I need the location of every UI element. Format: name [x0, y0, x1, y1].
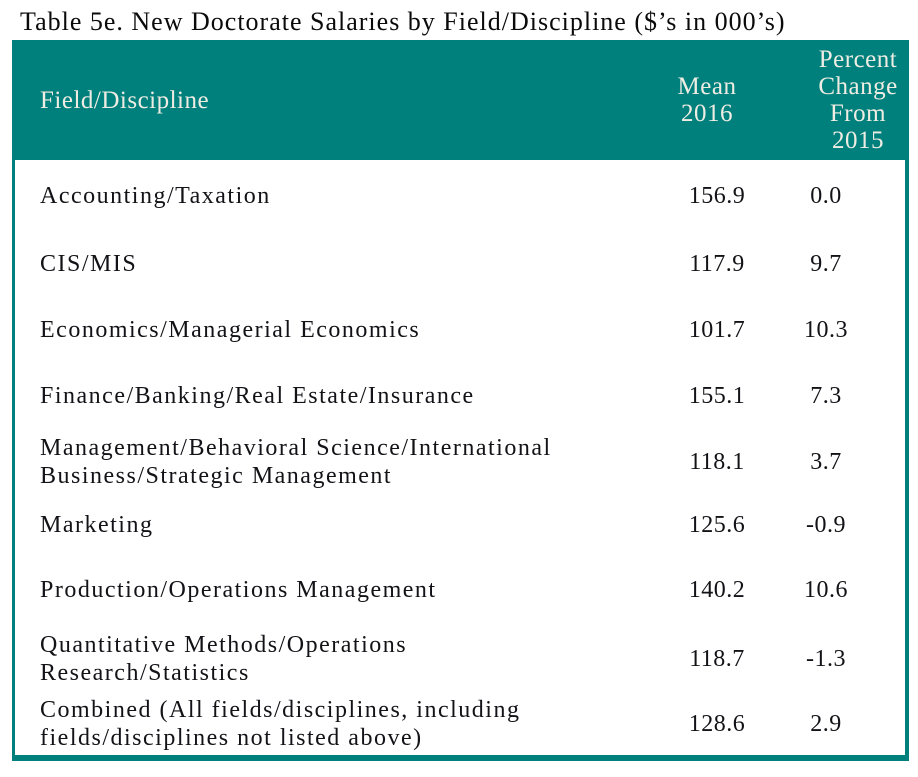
percent-change-cell: 3.7 [810, 449, 842, 475]
mean-2016-cell: 118.1 [689, 449, 745, 475]
salary-table: Field/Discipline Mean 2016 Percent Chang… [12, 40, 909, 761]
field-discipline-cell: CIS/MIS [40, 251, 138, 277]
table-row: Accounting/Taxation 156.9 0.0 [15, 160, 905, 232]
table-header-row: Field/Discipline Mean 2016 Percent Chang… [12, 40, 909, 160]
percent-change-cell: 7.3 [810, 383, 842, 409]
table-row: CIS/MIS 117.9 9.7 [15, 232, 905, 296]
table-row: Economics/Managerial Economics 101.7 10.… [15, 296, 905, 364]
percent-change-cell: 10.6 [804, 577, 848, 603]
percent-change-cell: -0.9 [806, 512, 846, 538]
mean-2016-cell: 140.2 [688, 577, 746, 603]
table-title: Table 5e. New Doctorate Salaries by Fiel… [20, 7, 786, 36]
column-header-percent-change-from-2015: Percent Change From 2015 [818, 46, 898, 154]
field-discipline-cell: Economics/Managerial Economics [40, 317, 421, 343]
mean-2016-cell: 128.6 [688, 710, 746, 737]
field-discipline-cell: Quantitative Methods/Operations Research… [40, 632, 408, 686]
table-row: Production/Operations Management 140.2 1… [15, 554, 905, 626]
mean-2016-cell: 125.6 [688, 512, 746, 538]
field-discipline-cell: Finance/Banking/Real Estate/Insurance [40, 383, 475, 409]
mean-2016-cell: 117.9 [689, 251, 745, 277]
field-discipline-cell: Management/Behavioral Science/Internatio… [40, 435, 552, 489]
percent-change-cell: -1.3 [806, 646, 846, 672]
table-body: Accounting/Taxation 156.9 0.0 CIS/MIS 11… [12, 160, 909, 761]
mean-2016-cell: 155.1 [688, 383, 746, 409]
table-row: Finance/Banking/Real Estate/Insurance 15… [15, 364, 905, 428]
table-row: Combined (All fields/disciplines, includ… [15, 692, 905, 755]
table-row: Marketing 125.6 -0.9 [15, 496, 905, 554]
mean-2016-cell: 101.7 [688, 317, 746, 343]
percent-change-cell: 2.9 [810, 710, 842, 737]
percent-change-cell: 10.3 [804, 317, 848, 343]
table-row: Quantitative Methods/Operations Research… [15, 626, 905, 692]
field-discipline-cell: Accounting/Taxation [40, 183, 271, 209]
mean-2016-cell: 156.9 [688, 183, 746, 209]
column-header-field-discipline: Field/Discipline [40, 86, 210, 114]
percent-change-cell: 0.0 [810, 183, 842, 209]
column-header-mean-2016: Mean 2016 [677, 73, 737, 127]
table-row: Management/Behavioral Science/Internatio… [15, 428, 905, 496]
percent-change-cell: 9.7 [810, 251, 842, 277]
field-discipline-cell: Marketing [40, 512, 154, 538]
field-discipline-cell: Combined (All fields/disciplines, includ… [40, 696, 521, 751]
mean-2016-cell: 118.7 [689, 646, 745, 672]
field-discipline-cell: Production/Operations Management [40, 577, 437, 603]
